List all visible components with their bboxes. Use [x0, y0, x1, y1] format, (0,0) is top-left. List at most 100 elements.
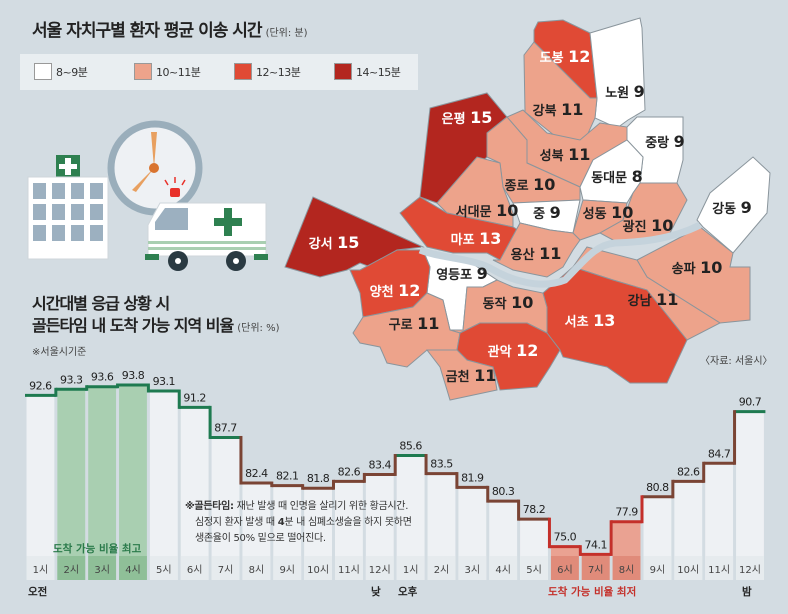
district-value: 15: [470, 108, 492, 127]
district-label: 성북 11: [540, 145, 591, 164]
bar: [180, 407, 209, 580]
district-value: 13: [593, 311, 615, 330]
district-name: 노원: [605, 86, 633, 101]
value-label: 90.7: [739, 396, 762, 409]
district-label: 도봉 12: [540, 47, 591, 66]
highest-label: 도착 가능 비율 최고: [53, 543, 142, 555]
bar: [26, 395, 55, 580]
district-label: 송파 10: [672, 258, 723, 277]
hour-band: [736, 556, 764, 580]
hour-band: [149, 556, 178, 580]
chart-unit: (단위: %): [237, 323, 280, 334]
district-value: 12: [516, 341, 538, 360]
district-label: 성동 10: [583, 203, 634, 222]
district-name: 은평: [442, 111, 470, 127]
legend-item: 12~13분: [234, 63, 301, 80]
district-name: 성북: [540, 149, 568, 164]
district-shape: [492, 222, 581, 278]
district-label: 서초 13: [565, 311, 616, 330]
district-shape: [523, 41, 598, 141]
district-name: 서대문: [456, 205, 496, 220]
value-label: 84.7: [708, 447, 731, 460]
hour-label: 4시: [495, 564, 511, 576]
district-label: 양천 12: [370, 281, 421, 300]
legend-swatch: [334, 63, 352, 80]
legend-label: 12~13분: [256, 65, 301, 79]
district-name: 동대문: [591, 171, 631, 186]
hour-label: 7시: [218, 564, 234, 576]
period-noon: 낮: [371, 586, 381, 598]
district-name: 강남: [628, 293, 656, 309]
hour-band: [26, 556, 55, 580]
district-value: 10: [511, 293, 533, 312]
map-legend: 8~9분 10~11분 12~13분 14~15분: [20, 54, 418, 90]
value-label: 85.6: [399, 440, 422, 453]
hour-label: 8시: [249, 564, 265, 576]
bar: [119, 385, 147, 580]
legend-swatch: [234, 63, 252, 80]
district-name: 금천: [446, 370, 474, 385]
value-label: 77.9: [615, 506, 638, 519]
district-value: 9: [674, 132, 685, 151]
district-label: 강동 9: [712, 198, 752, 217]
hour-label: 2시: [434, 564, 450, 576]
value-label: 82.4: [245, 467, 268, 480]
hour-band: [427, 556, 456, 580]
district-label: 금천 11: [446, 366, 497, 385]
district-name: 관악: [488, 344, 516, 360]
hour-band: [674, 556, 703, 580]
district-name: 강북: [533, 103, 561, 119]
district-label: 강남 11: [628, 290, 679, 309]
district-value: 11: [539, 244, 561, 263]
map-title-text: 서울 자치구별 환자 평균 이송 시간: [32, 21, 263, 41]
value-label: 82.1: [276, 470, 299, 483]
hour-band: [273, 556, 302, 580]
district-name: 동작: [483, 296, 511, 312]
district-value: 10: [533, 175, 555, 194]
district-label: 동대문 8: [591, 167, 643, 186]
han-river: [418, 221, 702, 288]
hour-band: [396, 556, 425, 580]
basis-note: ※서울시기준: [32, 347, 87, 358]
district-name: 광진: [623, 219, 651, 235]
district-name: 마포: [451, 232, 479, 248]
legend-item: 10~11분: [134, 63, 201, 80]
district-value: 9: [550, 203, 561, 222]
hour-band: [550, 556, 579, 580]
hour-label: 9시: [650, 564, 666, 576]
hour-label: 4시: [125, 564, 141, 576]
hour-band: [581, 556, 610, 580]
hour-label: 10시: [307, 564, 329, 576]
district-value: 9: [477, 264, 488, 283]
note-term: ※골든타임:: [185, 501, 234, 512]
hour-band: [211, 556, 240, 580]
legend-item: 14~15분: [334, 63, 401, 80]
district-label: 서대문 10: [456, 201, 519, 220]
district-label: 종로 10: [505, 175, 556, 194]
value-label: 82.6: [677, 465, 700, 478]
note-line2a: 심정지 환자 발생 때: [195, 517, 278, 528]
hour-label: 12시: [739, 564, 761, 576]
district-name: 종로: [505, 179, 533, 194]
lowest-label: 도착 가능 비율 최저: [548, 586, 637, 598]
district-value: 13: [479, 229, 501, 248]
note-line2c: 분 내 심폐소생술을 하지 못하면: [284, 517, 412, 528]
hour-label: 8시: [619, 564, 635, 576]
golden-time-chart: 1시 92.6 2시 93.3 3시 93.6 4시 93.8 5시 93.1 6시 91.2 7시 87…: [25, 369, 766, 580]
district-value: 11: [656, 290, 678, 309]
bar: [57, 389, 86, 580]
source-note: 〈자료: 서울시〉: [700, 356, 773, 367]
district-value: 11: [474, 366, 496, 385]
legend-label: 8~9분: [56, 65, 88, 79]
hour-band: [57, 556, 86, 580]
legend-label: 10~11분: [156, 65, 201, 79]
hour-band: [643, 556, 672, 580]
hour-band: [88, 556, 117, 580]
district-label: 용산 11: [511, 244, 562, 263]
district-shape: [696, 156, 771, 254]
value-label: 91.2: [183, 391, 206, 404]
hour-label: 7시: [588, 564, 604, 576]
value-label: 82.6: [338, 465, 361, 478]
hour-label: 11시: [708, 564, 730, 576]
